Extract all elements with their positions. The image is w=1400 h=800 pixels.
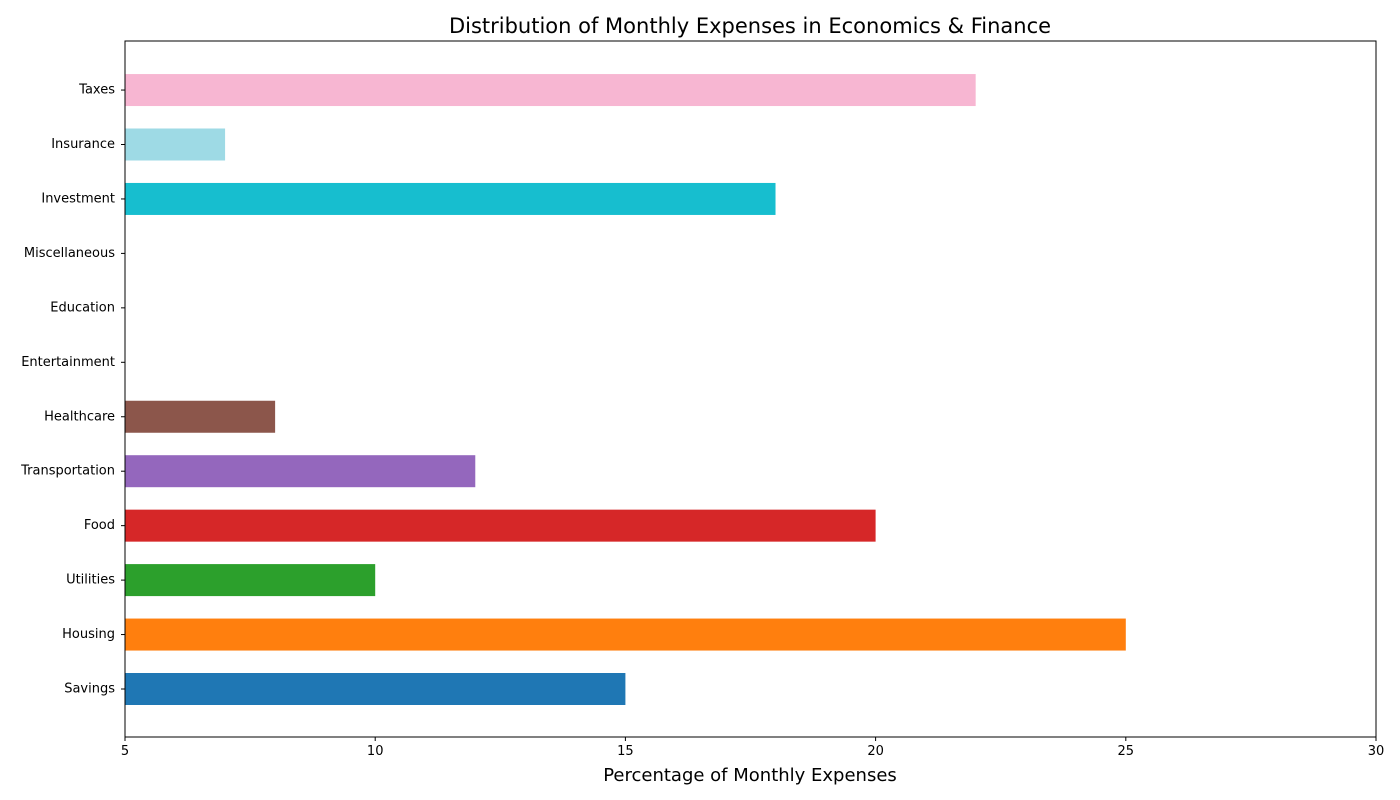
plot-frame — [124, 40, 1377, 738]
bar-investment — [125, 182, 776, 215]
bar-food — [125, 509, 876, 542]
bar-utilities — [125, 564, 376, 597]
y-tick-label-insurance: Insurance — [51, 137, 115, 152]
x-tick-label-20: 20 — [867, 744, 884, 759]
x-axis-label: Percentage of Monthly Expenses — [603, 765, 897, 786]
bar-insurance — [125, 128, 226, 161]
y-axis: Savings Housing Utilities Food Transportatio… — [20, 83, 125, 697]
y-tick-label-miscellaneous: Miscellaneous — [24, 246, 115, 261]
y-tick-label-transportation: Transportation — [20, 464, 115, 479]
bar-healthcare — [125, 400, 276, 433]
bar-housing — [125, 618, 1126, 651]
y-tick-label-food: Food — [84, 518, 115, 533]
y-tick-label-education: Education — [50, 300, 115, 315]
x-tick-label-5: 5 — [121, 744, 129, 759]
y-tick-label-utilities: Utilities — [66, 573, 115, 588]
bar-savings — [125, 673, 626, 705]
x-tick-label-10: 10 — [367, 744, 384, 759]
y-tick-label-investment: Investment — [41, 191, 115, 206]
x-axis: 5 10 15 20 25 30 — [121, 737, 1384, 759]
y-tick-label-housing: Housing — [62, 627, 115, 642]
x-tick-label-25: 25 — [1118, 744, 1135, 759]
bars-group — [125, 74, 1126, 705]
x-tick-label-15: 15 — [617, 744, 634, 759]
y-tick-label-healthcare: Healthcare — [44, 409, 115, 424]
chart-title: Distribution of Monthly Expenses in Econ… — [449, 14, 1051, 38]
bar-taxes — [125, 74, 976, 107]
y-tick-label-savings: Savings — [64, 682, 115, 697]
x-tick-label-30: 30 — [1368, 744, 1385, 759]
bar-transportation — [125, 455, 476, 488]
y-tick-label-entertainment: Entertainment — [21, 355, 115, 370]
y-tick-label-taxes: Taxes — [78, 83, 115, 98]
